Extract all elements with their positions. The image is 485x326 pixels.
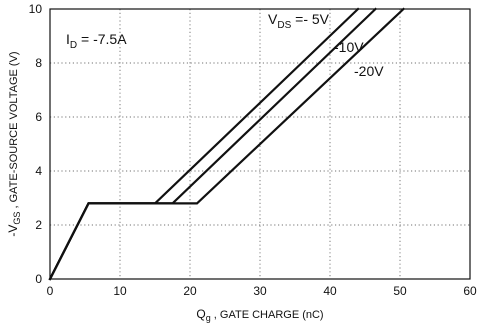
y-axis-title-main: -V xyxy=(6,225,20,237)
x-tick-label-60: 60 xyxy=(463,284,477,298)
vds-annotation-rest: =- 5V xyxy=(291,11,329,27)
y-tick-label-8: 8 xyxy=(35,56,42,70)
series-line-3 xyxy=(48,7,406,281)
x-tick-label-20: 20 xyxy=(183,284,197,298)
series-lines xyxy=(48,7,406,281)
x-tick-label-30: 30 xyxy=(253,284,267,298)
x-axis-title-main: Q xyxy=(196,307,205,321)
id-annotation-main: I xyxy=(66,31,70,47)
id-annotation-sub: D xyxy=(70,40,77,51)
id-annotation-rest: = -7.5A xyxy=(77,31,127,47)
y-tick-label-2: 2 xyxy=(35,218,42,232)
x-tick-label-50: 50 xyxy=(393,284,407,298)
y-axis-title-rest: , GATE-SOURCE VOLTAGE (V) xyxy=(8,51,20,211)
x-axis-title-sub: g xyxy=(206,313,211,323)
vds-annotation-sub: DS xyxy=(277,20,291,31)
y-tick-label-4: 4 xyxy=(35,164,42,178)
y-axis-title-sub: GS xyxy=(12,212,22,225)
grid-lines xyxy=(50,9,470,279)
x-tick-label-10: 10 xyxy=(113,284,127,298)
y-tick-label-6: 6 xyxy=(35,110,42,124)
x-axis-title-rest: , GATE CHARGE (nC) xyxy=(211,309,324,321)
y-tick-label-0: 0 xyxy=(35,272,42,286)
y-axis-title: -VGS , GATE-SOURCE VOLTAGE (V) xyxy=(6,51,22,236)
vds-annotation-main: V xyxy=(268,11,278,27)
id-annotation: ID = -7.5A xyxy=(66,31,127,51)
y-tick-labels: 0 2 4 6 8 10 xyxy=(29,2,43,286)
x-axis-title: Qg , GATE CHARGE (nC) xyxy=(196,307,323,323)
x-tick-labels: 0 10 20 30 40 50 60 xyxy=(47,284,477,298)
vds-annotation: VDS =- 5V xyxy=(268,11,330,31)
x-tick-label-40: 40 xyxy=(323,284,337,298)
series-label-20v: -20V xyxy=(354,63,384,79)
plot-frame xyxy=(49,8,471,280)
series-label-10v: -10V xyxy=(334,39,364,55)
y-tick-label-10: 10 xyxy=(29,2,43,16)
x-tick-label-0: 0 xyxy=(47,284,54,298)
